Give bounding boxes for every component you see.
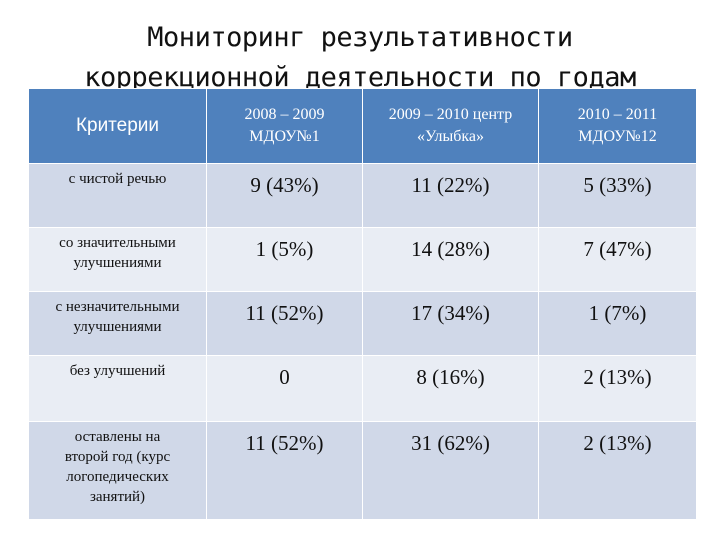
header-2010-2011: 2010 – 2011 МДОУ№12 <box>538 88 697 164</box>
header-sublabel: МДОУ№1 <box>249 128 320 145</box>
header-2008-2009: 2008 – 2009 МДОУ№1 <box>206 88 363 164</box>
table-cell: 2 (13%) <box>538 421 697 520</box>
page-title: Мониторинг результативности коррекционно… <box>0 18 720 98</box>
table-cell: 31 (62%) <box>362 421 539 520</box>
header-label: 2010 – 2011 <box>577 106 658 123</box>
row-label: со значительными улучшениями <box>28 227 207 292</box>
table-row: со значительными улучшениями 1 (5%) 14 (… <box>28 227 697 292</box>
header-label: 2008 – 2009 <box>244 106 325 123</box>
row-label-line: второй год (курс <box>64 449 171 465</box>
table-row: с незначительными улучшениями 11 (52%) 1… <box>28 291 697 356</box>
table-cell: 1 (5%) <box>206 227 363 292</box>
table-cell: 2 (13%) <box>538 355 697 422</box>
row-label-line: логопедических <box>66 469 169 485</box>
table-cell: 0 <box>206 355 363 422</box>
table-cell: 7 (47%) <box>538 227 697 292</box>
table-cell: 11 (52%) <box>206 291 363 356</box>
table-row: оставлены на второй год (курс логопедиче… <box>28 421 697 520</box>
table-cell: 5 (33%) <box>538 163 697 228</box>
row-label: с незначительными улучшениями <box>28 291 207 356</box>
row-label-line: без улучшений <box>69 363 166 379</box>
row-label-line: улучшениями <box>73 255 162 271</box>
header-criteria: Критерии <box>28 88 207 164</box>
row-label-line: с чистой речью <box>68 171 167 187</box>
row-label: оставлены на второй год (курс логопедиче… <box>28 421 207 520</box>
row-label: без улучшений <box>28 355 207 422</box>
header-sublabel: МДОУ№12 <box>578 128 657 145</box>
title-line-2: коррекционной деятельности по годам <box>84 62 636 93</box>
row-label-line: со значительными <box>59 235 176 251</box>
row-label-line: оставлены на <box>74 429 161 445</box>
monitoring-table: Критерии 2008 – 2009 МДОУ№1 2009 – 2010 … <box>28 88 697 520</box>
header-sublabel: «Улыбка» <box>416 128 485 145</box>
row-label-line: улучшениями <box>73 319 162 335</box>
table-row: с чистой речью 9 (43%) 11 (22%) 5 (33%) <box>28 163 697 228</box>
table-header-row: Критерии 2008 – 2009 МДОУ№1 2009 – 2010 … <box>28 88 697 164</box>
header-2009-2010: 2009 – 2010 центр «Улыбка» <box>362 88 539 164</box>
table-cell: 8 (16%) <box>362 355 539 422</box>
row-label-line: занятий) <box>89 489 146 505</box>
table-cell: 11 (22%) <box>362 163 539 228</box>
table-cell: 9 (43%) <box>206 163 363 228</box>
table-cell: 17 (34%) <box>362 291 539 356</box>
table-cell: 14 (28%) <box>362 227 539 292</box>
row-label-line: с незначительными <box>55 299 180 315</box>
table-cell: 1 (7%) <box>538 291 697 356</box>
row-label: с чистой речью <box>28 163 207 228</box>
header-label: 2009 – 2010 центр <box>388 106 513 123</box>
table-cell: 11 (52%) <box>206 421 363 520</box>
title-line-1: Мониторинг результативности <box>147 22 573 53</box>
header-label: Критерии <box>75 115 160 136</box>
table-row: без улучшений 0 8 (16%) 2 (13%) <box>28 355 697 422</box>
